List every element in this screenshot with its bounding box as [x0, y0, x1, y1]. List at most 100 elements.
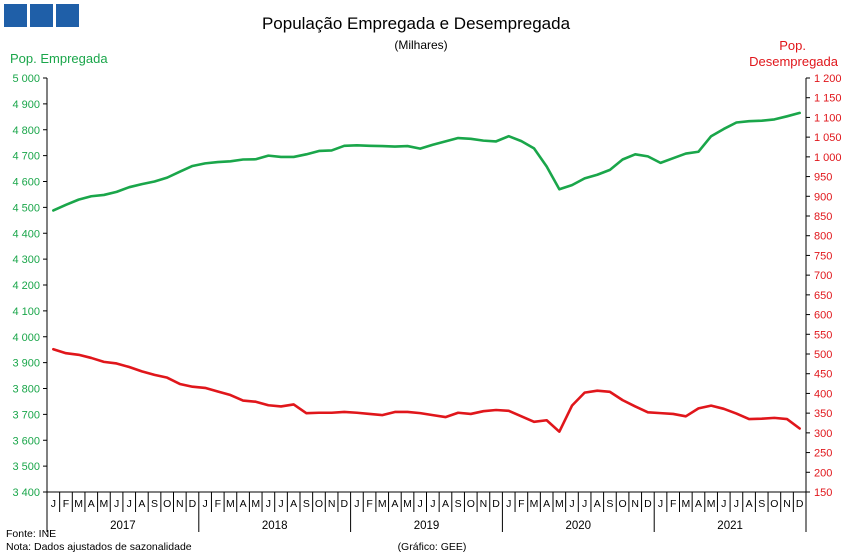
month-label: S	[303, 498, 310, 510]
month-label: J	[582, 498, 587, 510]
chart-credit: (Gráfico: GEE)	[398, 541, 467, 553]
month-label: M	[403, 498, 412, 510]
month-label: A	[543, 498, 550, 510]
month-label: A	[594, 498, 601, 510]
month-label: D	[796, 498, 804, 510]
chart-subtitle: (Milhares)	[394, 38, 447, 52]
month-label: F	[670, 498, 676, 510]
month-label: A	[240, 498, 247, 510]
right-axis-title-line1: Pop.	[779, 38, 806, 53]
right-tick-label: 1 100	[814, 112, 842, 124]
gee-logo	[4, 4, 79, 27]
chart-title: População Empregada e Desempregada	[262, 14, 571, 33]
month-label: J	[114, 498, 119, 510]
left-axis-title: Pop. Empregada	[10, 51, 108, 66]
year-label: 2020	[566, 520, 592, 532]
year-label: 2017	[110, 520, 136, 532]
year-label: 2018	[262, 520, 288, 532]
left-tick-label: 4 700	[12, 151, 40, 163]
month-label: J	[266, 498, 271, 510]
month-label: D	[492, 498, 500, 510]
right-tick-label: 1 000	[814, 152, 842, 164]
month-label: D	[340, 498, 348, 510]
logo-square-1	[4, 4, 27, 27]
left-tick-label: 4 200	[12, 280, 40, 292]
left-tick-label: 4 500	[12, 202, 40, 214]
month-label: M	[226, 498, 235, 510]
month-label: A	[290, 498, 297, 510]
month-label: F	[366, 498, 372, 510]
month-label: J	[51, 498, 56, 510]
right-tick-label: 450	[814, 369, 832, 381]
right-tick-label: 750	[814, 250, 832, 262]
month-label: J	[203, 498, 208, 510]
month-label: N	[176, 498, 184, 510]
month-label: J	[354, 498, 359, 510]
month-label: S	[151, 498, 158, 510]
axes: 3 400 3 500 3 600 3 700 3 800 3 900 4 000 4 100…	[12, 73, 842, 532]
right-tick-label: 600	[814, 310, 832, 322]
month-label: M	[100, 498, 109, 510]
left-tick-label: 3 600	[12, 435, 40, 447]
employed-population-line	[52, 111, 801, 212]
right-tick-label: 350	[814, 408, 832, 420]
month-label: J	[658, 498, 663, 510]
left-tick-label: 4 900	[12, 99, 40, 111]
month-label: M	[251, 498, 260, 510]
month-label: O	[770, 498, 778, 510]
left-tick-label: 4 800	[12, 125, 40, 137]
month-label: M	[707, 498, 716, 510]
right-tick-label: 850	[814, 211, 832, 223]
month-label: J	[734, 498, 739, 510]
month-label: M	[74, 498, 83, 510]
month-label: J	[127, 498, 132, 510]
month-label: J	[430, 498, 435, 510]
month-label: F	[63, 498, 69, 510]
month-label: F	[518, 498, 524, 510]
month-label: S	[455, 498, 462, 510]
month-label: A	[391, 498, 398, 510]
right-tick-label: 300	[814, 428, 832, 440]
month-label: F	[215, 498, 221, 510]
month-label: O	[467, 498, 475, 510]
month-label: D	[189, 498, 197, 510]
month-label: J	[721, 498, 726, 510]
month-label: M	[378, 498, 387, 510]
month-label: J	[569, 498, 574, 510]
left-tick-label: 3 400	[12, 487, 40, 499]
right-tick-label: 650	[814, 290, 832, 302]
source-note: Fonte: INE	[6, 528, 56, 540]
month-label: M	[681, 498, 690, 510]
month-label: S	[606, 498, 613, 510]
right-tick-label: 700	[814, 270, 832, 282]
left-tick-label: 3 900	[12, 358, 40, 370]
left-tick-label: 4 300	[12, 254, 40, 266]
unemployed-population-line	[52, 347, 801, 433]
right-tick-label: 400	[814, 388, 832, 400]
month-label: O	[163, 498, 171, 510]
right-tick-label: 900	[814, 191, 832, 203]
month-label: A	[138, 498, 145, 510]
month-label: S	[758, 498, 765, 510]
right-tick-label: 500	[814, 349, 832, 361]
right-tick-label: 1 150	[814, 93, 842, 105]
right-tick-label: 200	[814, 467, 832, 479]
left-tick-label: 3 700	[12, 409, 40, 421]
month-label: N	[783, 498, 791, 510]
month-label: O	[618, 498, 626, 510]
left-tick-label: 4 600	[12, 177, 40, 189]
month-label: J	[278, 498, 283, 510]
month-label: N	[631, 498, 639, 510]
series-lines	[52, 111, 801, 433]
logo-square-3	[56, 4, 79, 27]
right-tick-label: 550	[814, 329, 832, 341]
month-label: J	[418, 498, 423, 510]
month-label: A	[442, 498, 449, 510]
month-label: M	[530, 498, 539, 510]
month-label: A	[88, 498, 95, 510]
logo-square-2	[30, 4, 53, 27]
month-label: D	[644, 498, 652, 510]
left-tick-label: 4 400	[12, 228, 40, 240]
month-label: O	[315, 498, 323, 510]
